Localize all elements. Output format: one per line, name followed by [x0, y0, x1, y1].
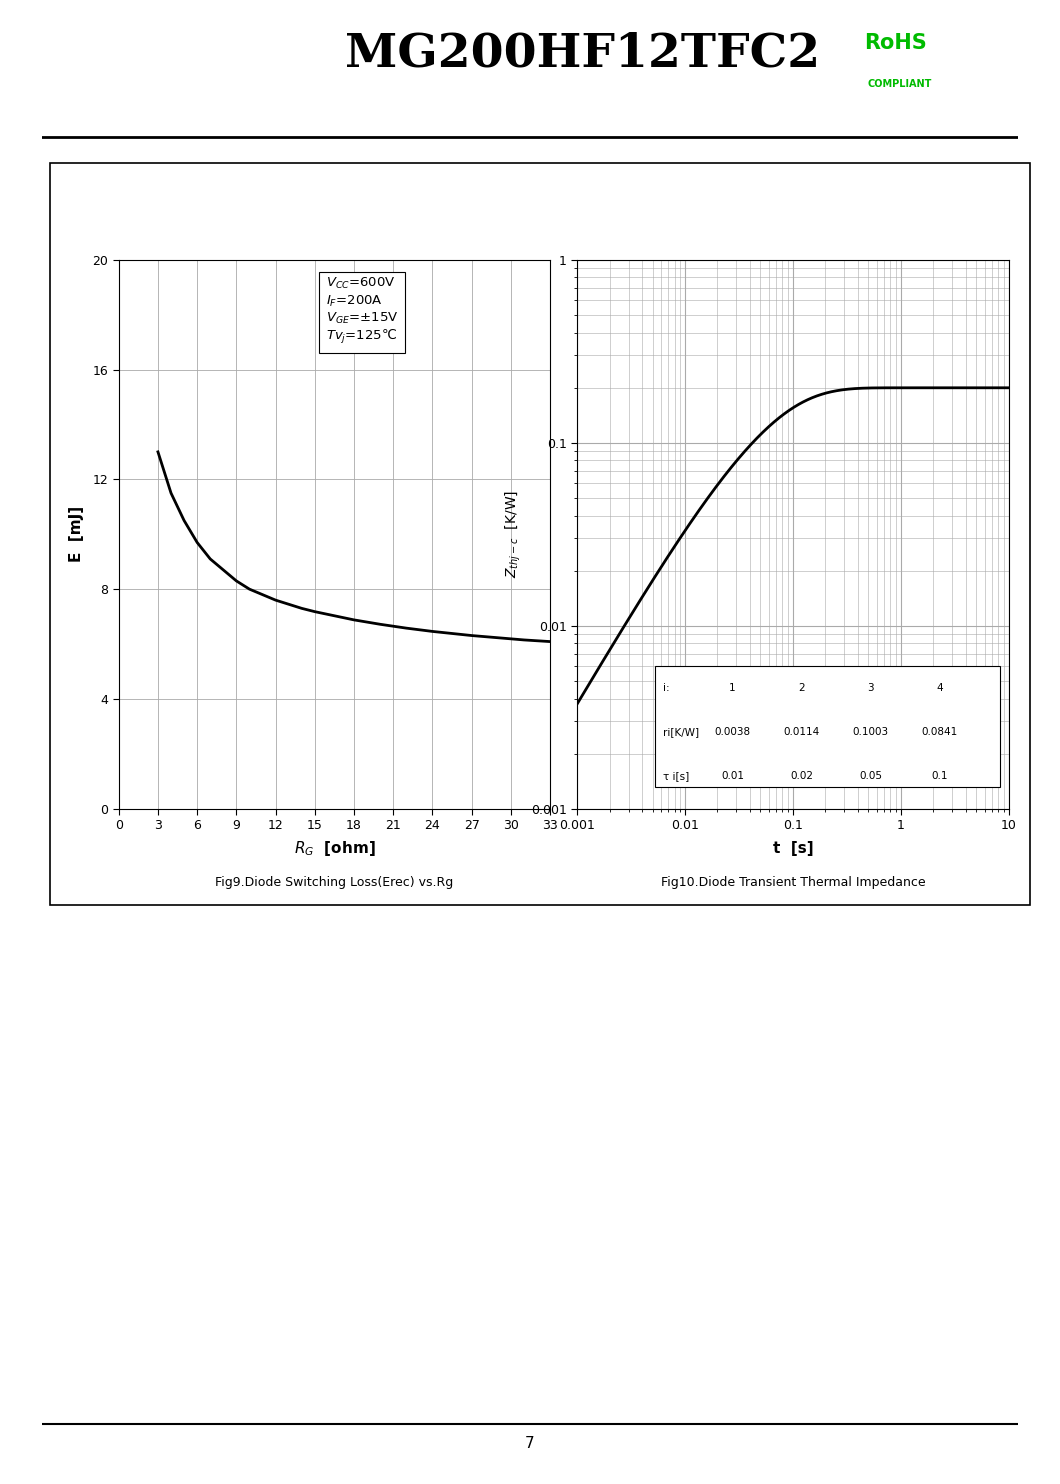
Text: 0.1: 0.1 [932, 770, 948, 781]
Text: Fig9.Diode Switching Loss(Erec) vs.Rg: Fig9.Diode Switching Loss(Erec) vs.Rg [215, 877, 454, 889]
Text: Fig10.Diode Transient Thermal Impedance: Fig10.Diode Transient Thermal Impedance [660, 877, 925, 889]
Y-axis label: $Z_{thj-c}$  [K/W]: $Z_{thj-c}$ [K/W] [504, 490, 523, 579]
Text: 0.0114: 0.0114 [783, 727, 819, 738]
Text: 0.0841: 0.0841 [921, 727, 957, 738]
Text: 7: 7 [525, 1435, 535, 1451]
Text: i:: i: [664, 683, 670, 693]
Text: 0.0038: 0.0038 [714, 727, 750, 738]
Text: COMPLIANT: COMPLIANT [867, 79, 932, 89]
Text: 3: 3 [867, 683, 873, 693]
Text: 0.1003: 0.1003 [852, 727, 888, 738]
Text: τ i[s]: τ i[s] [664, 770, 690, 781]
Text: 2: 2 [798, 683, 805, 693]
Text: $V_{CC}$=600V
$I_F$=200A
$V_{GE}$=±15V
$Tv_j$=125℃: $V_{CC}$=600V $I_F$=200A $V_{GE}$=±15V $… [325, 276, 399, 346]
Text: ri[K/W]: ri[K/W] [664, 727, 700, 738]
Text: RoHS: RoHS [864, 33, 926, 52]
Text: 1: 1 [729, 683, 736, 693]
Text: t  [s]: t [s] [773, 841, 813, 856]
Text: 0.05: 0.05 [859, 770, 882, 781]
Text: 0.02: 0.02 [790, 770, 813, 781]
Text: MG200HF12TFC2: MG200HF12TFC2 [346, 31, 820, 77]
Text: $R_G$  [ohm]: $R_G$ [ohm] [294, 840, 375, 858]
Y-axis label: E  [mJ]: E [mJ] [69, 506, 84, 562]
Text: 0.01: 0.01 [721, 770, 744, 781]
Text: 4: 4 [936, 683, 943, 693]
FancyBboxPatch shape [655, 666, 1000, 787]
